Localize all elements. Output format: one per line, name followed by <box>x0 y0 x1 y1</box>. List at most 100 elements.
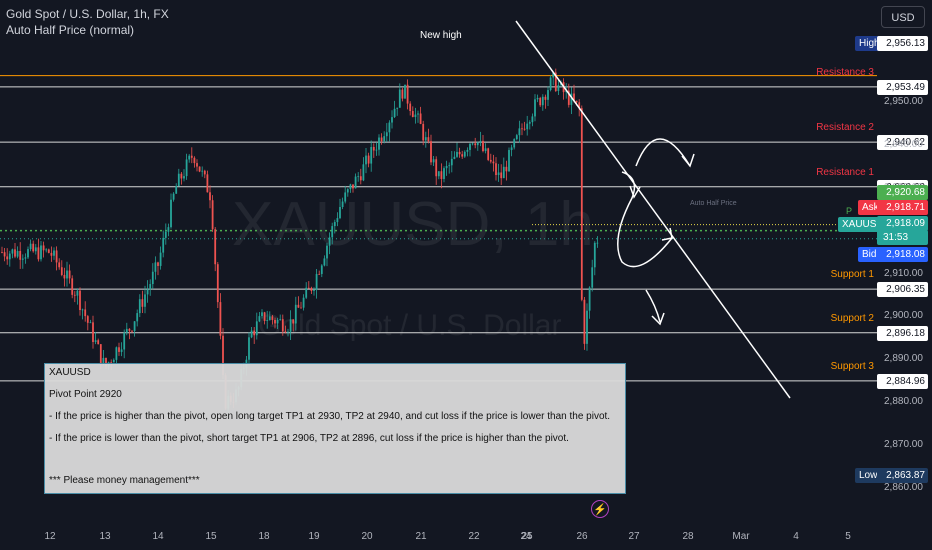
candle-body <box>89 322 92 324</box>
candle-body <box>310 287 313 291</box>
candle-body <box>68 270 71 279</box>
x-tick-label: 12 <box>44 531 56 542</box>
candle-body <box>528 122 531 124</box>
candle-body <box>445 165 448 169</box>
candle-body <box>370 146 373 164</box>
candle-body <box>188 155 191 160</box>
candle-body <box>341 201 344 207</box>
currency-button[interactable]: USD <box>881 6 925 28</box>
candle-body <box>167 227 170 232</box>
candle-body <box>112 359 115 363</box>
candle-body <box>549 77 552 91</box>
y-tick-label: 2,940.00 <box>884 138 923 150</box>
candle-body <box>482 140 484 152</box>
candle-body <box>583 299 586 344</box>
candle-body <box>513 139 516 148</box>
candle-body <box>97 340 100 345</box>
candle-body <box>1 252 3 253</box>
lightning-icon[interactable]: ⚡ <box>591 500 609 518</box>
candle-body <box>258 316 261 322</box>
candle-body <box>141 299 144 307</box>
candle-body <box>55 250 58 263</box>
candle-body <box>479 140 482 143</box>
candle-body <box>157 262 159 266</box>
candle-body <box>349 184 352 190</box>
candle-body <box>133 321 136 332</box>
note-short-text: - If the price is lower than the pivot, … <box>49 433 569 444</box>
arrow-head-bounce <box>661 227 673 241</box>
candle-body <box>136 313 139 322</box>
x-tick-label: 21 <box>415 531 427 542</box>
candle-body <box>344 192 347 202</box>
watermark-name: Gold Spot / U.S. Dollar <box>258 309 561 342</box>
note-footer: *** Please money management*** <box>49 475 200 486</box>
candle-body <box>339 206 341 219</box>
arrow-head-down <box>651 312 665 326</box>
candle-body <box>105 357 107 367</box>
x-tick-label: 14 <box>152 531 164 542</box>
candle-body <box>346 189 349 193</box>
candle-body <box>440 171 443 179</box>
candle-body <box>271 316 274 320</box>
level-label-1: Resistance 2 <box>816 122 874 134</box>
candle-body <box>6 256 9 260</box>
low-value: 2,863.87 <box>877 468 928 483</box>
candle-body <box>414 114 417 118</box>
candle-body <box>73 294 76 296</box>
level-label-4: Support 2 <box>830 312 874 324</box>
pivot-value: 2,920.68 <box>877 185 928 200</box>
trend-line[interactable] <box>515 20 791 399</box>
candle-body <box>29 243 32 250</box>
level-price-3: 2,906.35 <box>877 282 928 298</box>
candle-body <box>131 330 133 332</box>
candle-body <box>492 161 495 164</box>
candle-body <box>544 96 547 100</box>
candle-body <box>435 159 438 177</box>
candle-body <box>196 163 198 167</box>
ask-value: 2,918.71 <box>877 200 928 215</box>
candle-body <box>541 96 544 106</box>
pivot-marker: P <box>846 206 852 216</box>
candle-body <box>261 312 263 317</box>
candle-body <box>14 249 16 257</box>
candle-body <box>484 148 487 152</box>
candle-body <box>206 174 209 193</box>
candle-body <box>365 155 367 165</box>
arrow-down <box>645 289 661 323</box>
candle-body <box>45 249 48 251</box>
candle-body <box>11 249 14 254</box>
candle-body <box>570 93 573 105</box>
candle-body <box>401 89 404 99</box>
level-price-5: 2,884.96 <box>877 373 928 389</box>
candle-body <box>313 289 315 291</box>
y-tick-label: 2,890.00 <box>884 353 923 365</box>
candle-body <box>279 319 282 320</box>
candle-body <box>495 163 497 176</box>
y-tick-label: 2,880.00 <box>884 396 923 408</box>
candle-body <box>320 265 323 274</box>
candle-body <box>523 128 526 130</box>
candle-body <box>328 237 331 246</box>
y-tick-label: 2,950.00 <box>884 95 923 107</box>
indicator-name[interactable]: Auto Half Price (normal) <box>6 23 135 37</box>
candle-body <box>359 176 362 181</box>
candle-body <box>331 226 334 238</box>
candle-body <box>287 331 289 333</box>
candle-body <box>16 251 19 257</box>
candle-body <box>443 168 445 179</box>
x-tick-label: 22 <box>468 531 480 542</box>
candle-body <box>164 231 167 238</box>
candle-body <box>318 273 321 275</box>
candle-body <box>388 122 391 133</box>
candle-body <box>427 137 430 142</box>
candle-body <box>289 319 292 332</box>
candle-body <box>250 330 253 338</box>
candle-body <box>552 72 555 78</box>
candle-body <box>297 304 300 308</box>
level-label-5: Support 3 <box>830 360 874 372</box>
candle-body <box>422 123 425 141</box>
candle-body <box>201 170 204 172</box>
candle-body <box>453 156 456 159</box>
level-price-4: 2,896.18 <box>877 325 928 341</box>
note-title: XAUUSD <box>49 367 91 378</box>
